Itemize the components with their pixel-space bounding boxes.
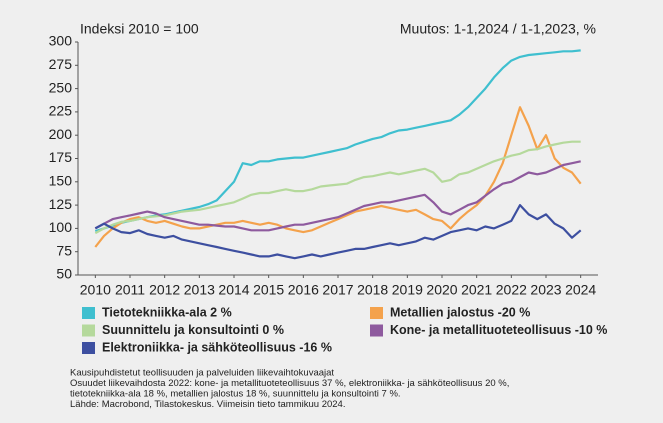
x-tick-label: 2015 <box>253 282 284 298</box>
legend-swatch <box>370 324 383 337</box>
y-tick-label: 175 <box>49 149 73 165</box>
note: Lähde: Macrobond, Tilastokeskus. Viimeis… <box>70 399 345 410</box>
series-line <box>94 106 582 248</box>
x-tick-label: 2017 <box>322 282 353 298</box>
x-tick-label: 2013 <box>184 282 215 298</box>
legend-swatch <box>82 307 95 319</box>
x-tick-label: 2014 <box>218 282 249 298</box>
x-tick-label: 2024 <box>565 282 596 298</box>
x-tick-label: 2021 <box>461 282 492 298</box>
x-tick-label: 2010 <box>80 282 111 298</box>
note: Osuudet liikevaihdosta 2022: kone- ja me… <box>70 378 509 389</box>
legend-swatch <box>82 324 95 337</box>
subtitle-right: Muutos: 1-1,2024 / 1-1,2023, % <box>400 21 596 37</box>
y-tick-label: 200 <box>49 126 73 142</box>
legend-swatch <box>82 342 95 354</box>
x-tick-label: 2023 <box>530 282 561 298</box>
y-tick-label: 75 <box>56 242 72 258</box>
subtitle-left: Indeksi 2010 = 100 <box>80 21 199 37</box>
note: Kausipuhdistetut teollisuuden ja palvelu… <box>70 368 334 379</box>
legend-label: Elektroniikka- ja sähköteollisuus -16 % <box>102 340 332 354</box>
legend-label: Suunnittelu ja konsultointi 0 % <box>102 323 284 337</box>
x-tick-label: 2012 <box>149 282 180 298</box>
y-tick-label: 275 <box>49 56 73 72</box>
x-tick-label: 2018 <box>357 282 388 298</box>
x-tick-label: 2016 <box>288 282 319 298</box>
legend-label: Kone- ja metallituoteteollisuus -10 % <box>390 323 607 337</box>
y-tick-label: 225 <box>49 103 73 119</box>
legend-swatch <box>370 307 383 319</box>
y-tick-label: 150 <box>49 173 73 189</box>
y-tick-label: 250 <box>49 79 73 95</box>
note: tietotekniikka-ala 18 %, metallien jalos… <box>70 389 401 400</box>
x-tick-label: 2022 <box>496 282 527 298</box>
series-line <box>94 204 582 260</box>
x-tick-label: 2019 <box>392 282 423 298</box>
x-tick-label: 2011 <box>115 282 145 298</box>
series-line <box>94 140 581 235</box>
x-tick-label: 2020 <box>426 282 457 298</box>
legend-label: Metallien jalostus -20 % <box>390 305 530 319</box>
legend-label: Tietotekniikka-ala 2 % <box>102 305 232 319</box>
y-tick-label: 300 <box>49 33 73 49</box>
series-line <box>94 160 581 232</box>
y-tick-label: 50 <box>56 266 72 282</box>
y-tick-label: 100 <box>49 219 73 235</box>
y-tick-label: 125 <box>49 196 73 212</box>
